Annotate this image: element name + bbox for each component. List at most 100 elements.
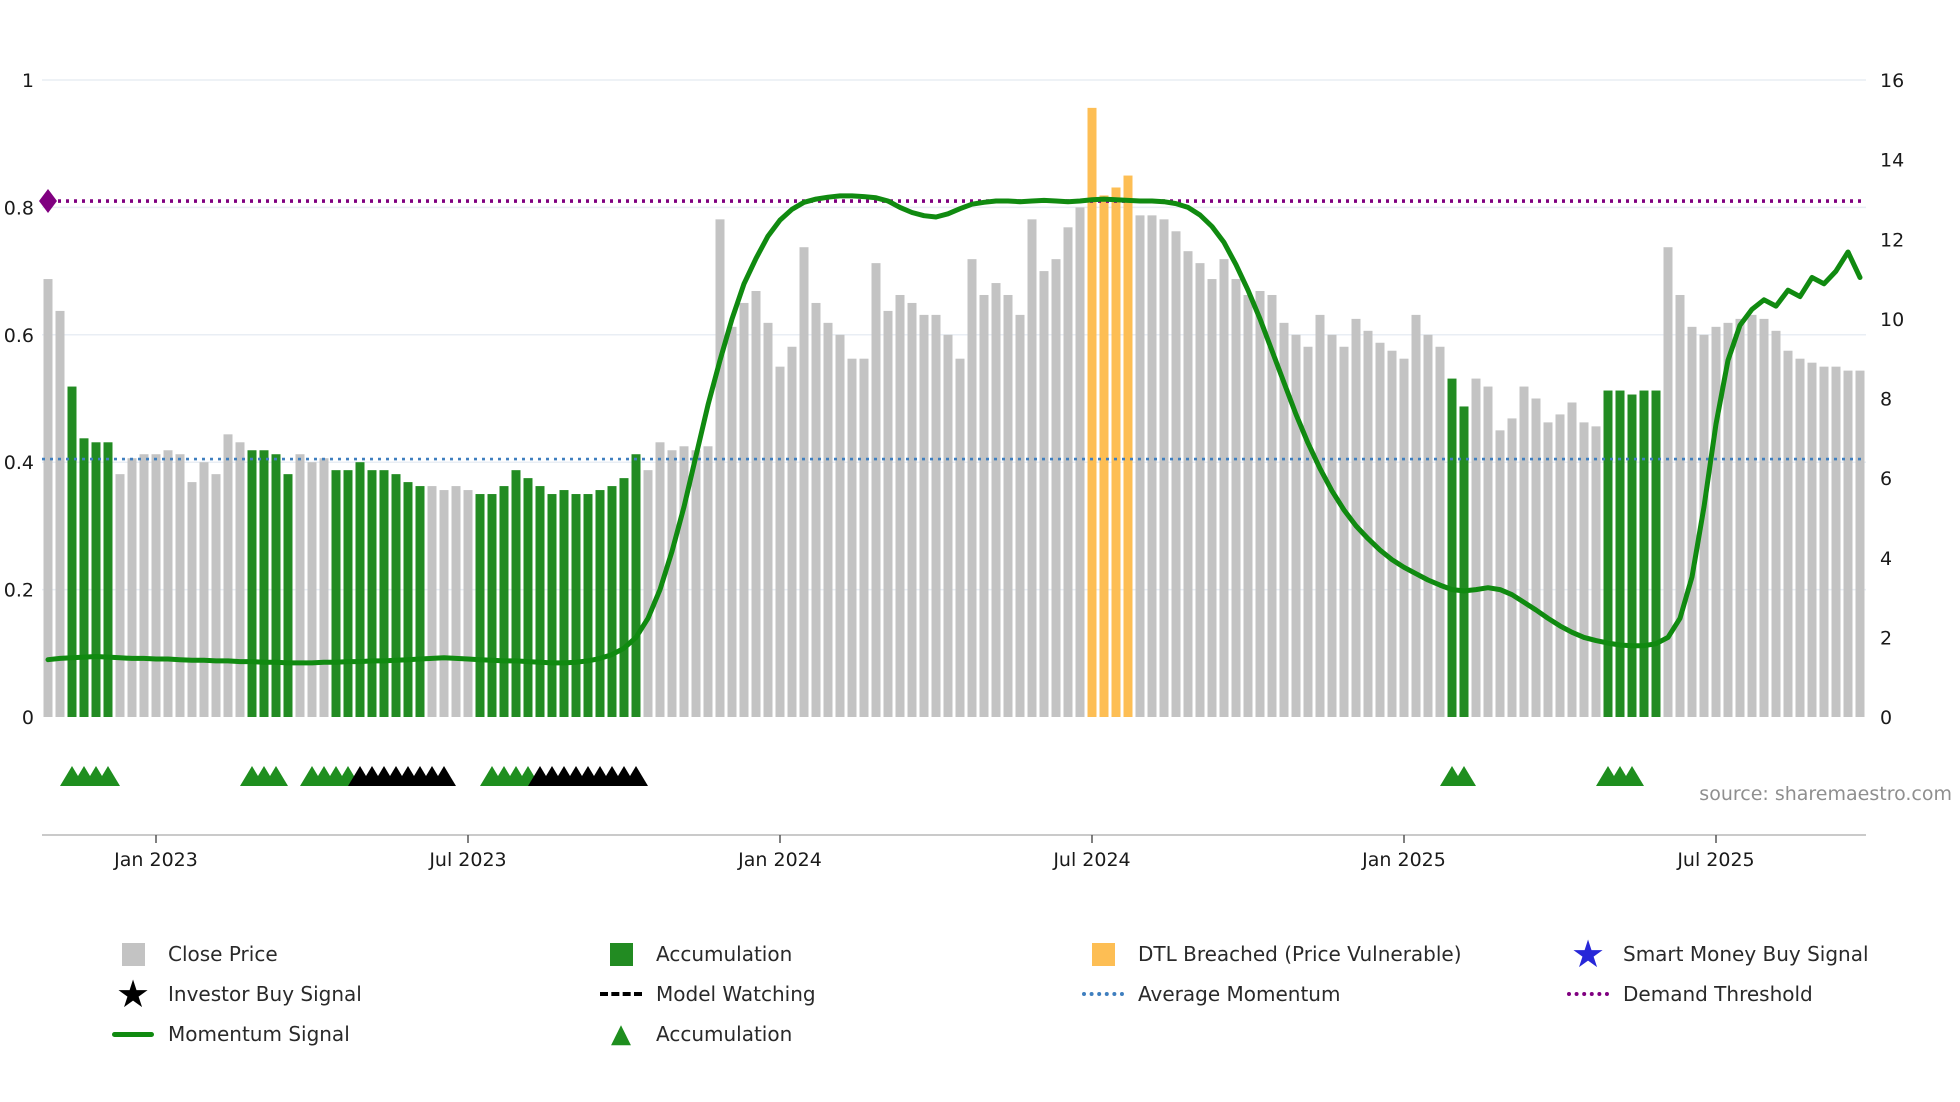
x-axis-labels: Jan 2023 Jul 2023 Jan 2024 Jul 2024 Jan 2025…	[113, 835, 1755, 871]
momentum-signal-line	[45, 193, 1863, 666]
close-price-bar	[799, 247, 809, 717]
close-price-bar	[1771, 330, 1781, 717]
close-price-bar	[1183, 251, 1193, 717]
investor-buy-triangle-icon	[624, 766, 648, 786]
accumulation-bar	[103, 442, 113, 717]
accumulation-bar	[259, 450, 269, 717]
close-price-bar	[1423, 334, 1433, 717]
close-price-bar	[895, 294, 905, 717]
close-price-bar	[967, 259, 977, 717]
close-price-bar	[1387, 350, 1397, 717]
right-tick-label: 4	[1880, 548, 1892, 570]
accumulation-bar	[355, 462, 365, 717]
legend-item-smart-money-buy-signal: ★ Smart Money Buy Signal	[1565, 934, 1869, 974]
close-price-bar	[1195, 263, 1205, 717]
close-price-bar	[1051, 259, 1061, 717]
close-price-bar	[1219, 259, 1229, 717]
accumulation-bar	[343, 470, 353, 717]
close-price-bar	[1279, 322, 1289, 717]
close-price-bar	[859, 358, 869, 717]
close-price-bar	[871, 263, 881, 717]
close-price-bar	[1783, 350, 1793, 717]
left-tick-label: 0.8	[4, 197, 34, 219]
close-price-bar	[727, 326, 737, 717]
close-price-bar	[1819, 366, 1829, 717]
close-price-bar	[1075, 207, 1085, 717]
legend-column: ★ Smart Money Buy Signal Demand Threshold	[1565, 934, 1869, 1014]
triangle-green-icon: ▲	[611, 1019, 631, 1049]
close-price-bar	[1579, 422, 1589, 717]
dtl-breached-bar	[1099, 195, 1109, 718]
accumulation-bar	[559, 490, 569, 717]
accumulation-bar	[511, 470, 521, 717]
close-price-bar	[1015, 314, 1025, 717]
close-price-bar	[775, 366, 785, 717]
close-price-bar	[1399, 358, 1409, 717]
close-price-bar	[1207, 279, 1217, 717]
accumulation-bar	[1615, 390, 1625, 717]
accumulation-bar	[91, 442, 101, 717]
close-price-bar	[1711, 326, 1721, 717]
close-price-bar	[715, 219, 725, 717]
close-price-bar	[1831, 366, 1841, 717]
left-tick-label: 0.6	[4, 325, 34, 347]
square-orange-icon	[1080, 942, 1126, 966]
dash-black-icon	[598, 992, 644, 996]
close-price-bar	[1531, 398, 1541, 717]
close-price-bar	[847, 358, 857, 717]
accumulation-bar	[607, 486, 617, 717]
close-price-bars	[43, 107, 1865, 718]
accumulation-bar	[1447, 378, 1457, 717]
close-price-bar	[1375, 342, 1385, 717]
close-price-bar	[1543, 422, 1553, 717]
legend-item-close-price: Close Price	[110, 934, 362, 974]
legend-item-model-watching: Model Watching	[598, 974, 816, 1014]
close-price-bar	[991, 283, 1001, 717]
close-price-bar	[1507, 418, 1517, 717]
star-blue-icon: ★	[1570, 932, 1606, 976]
close-price-bar	[667, 450, 677, 717]
legend-item-dtl-breached-price-vulnerable: DTL Breached (Price Vulnerable)	[1080, 934, 1462, 974]
accumulation-bar	[247, 450, 257, 717]
close-price-bar	[1363, 330, 1373, 717]
accumulation-bar	[79, 438, 89, 717]
left-tick-label: 0.2	[4, 580, 34, 602]
close-price-bar	[163, 450, 173, 717]
legend-label: Investor Buy Signal	[168, 982, 362, 1006]
close-price-bar	[223, 434, 233, 717]
close-price-bar	[1483, 386, 1493, 717]
right-tick-label: 2	[1880, 627, 1892, 649]
x-tick-label: Jan 2024	[737, 849, 822, 871]
right-tick-label: 12	[1880, 229, 1904, 251]
legend-column: Close Price ★ Investor Buy Signal Momentum …	[110, 934, 362, 1054]
close-price-bar	[943, 334, 953, 717]
close-price-bar	[763, 322, 773, 717]
close-price-bar	[1303, 346, 1313, 717]
close-price-bar	[703, 446, 713, 717]
right-tick-label: 10	[1880, 309, 1904, 331]
close-price-bar	[1039, 271, 1049, 717]
accumulation-bar	[283, 474, 293, 717]
dtl-breached-bar	[1111, 187, 1121, 717]
x-tick-label: Jan 2023	[113, 849, 198, 871]
close-price-bar	[1723, 322, 1733, 717]
accumulation-bar	[1459, 406, 1469, 717]
close-price-bar	[307, 462, 317, 717]
accumulation-bar	[1603, 390, 1613, 717]
close-price-bar	[919, 314, 929, 717]
accumulation-markers	[60, 766, 1644, 786]
close-price-bar	[931, 314, 941, 717]
accumulation-bar	[535, 486, 545, 717]
left-tick-label: 0.4	[4, 452, 34, 474]
accumulation-bar	[583, 494, 593, 717]
close-price-bar	[1255, 291, 1265, 717]
close-price-bar	[451, 486, 461, 717]
close-price-bar	[1135, 215, 1145, 718]
close-price-bar	[979, 294, 989, 717]
accumulation-bar	[571, 494, 581, 717]
close-price-bar	[1291, 334, 1301, 717]
dtl-breached-bar	[1123, 175, 1133, 718]
close-price-bar	[1243, 294, 1253, 717]
close-price-bar	[1687, 326, 1697, 717]
